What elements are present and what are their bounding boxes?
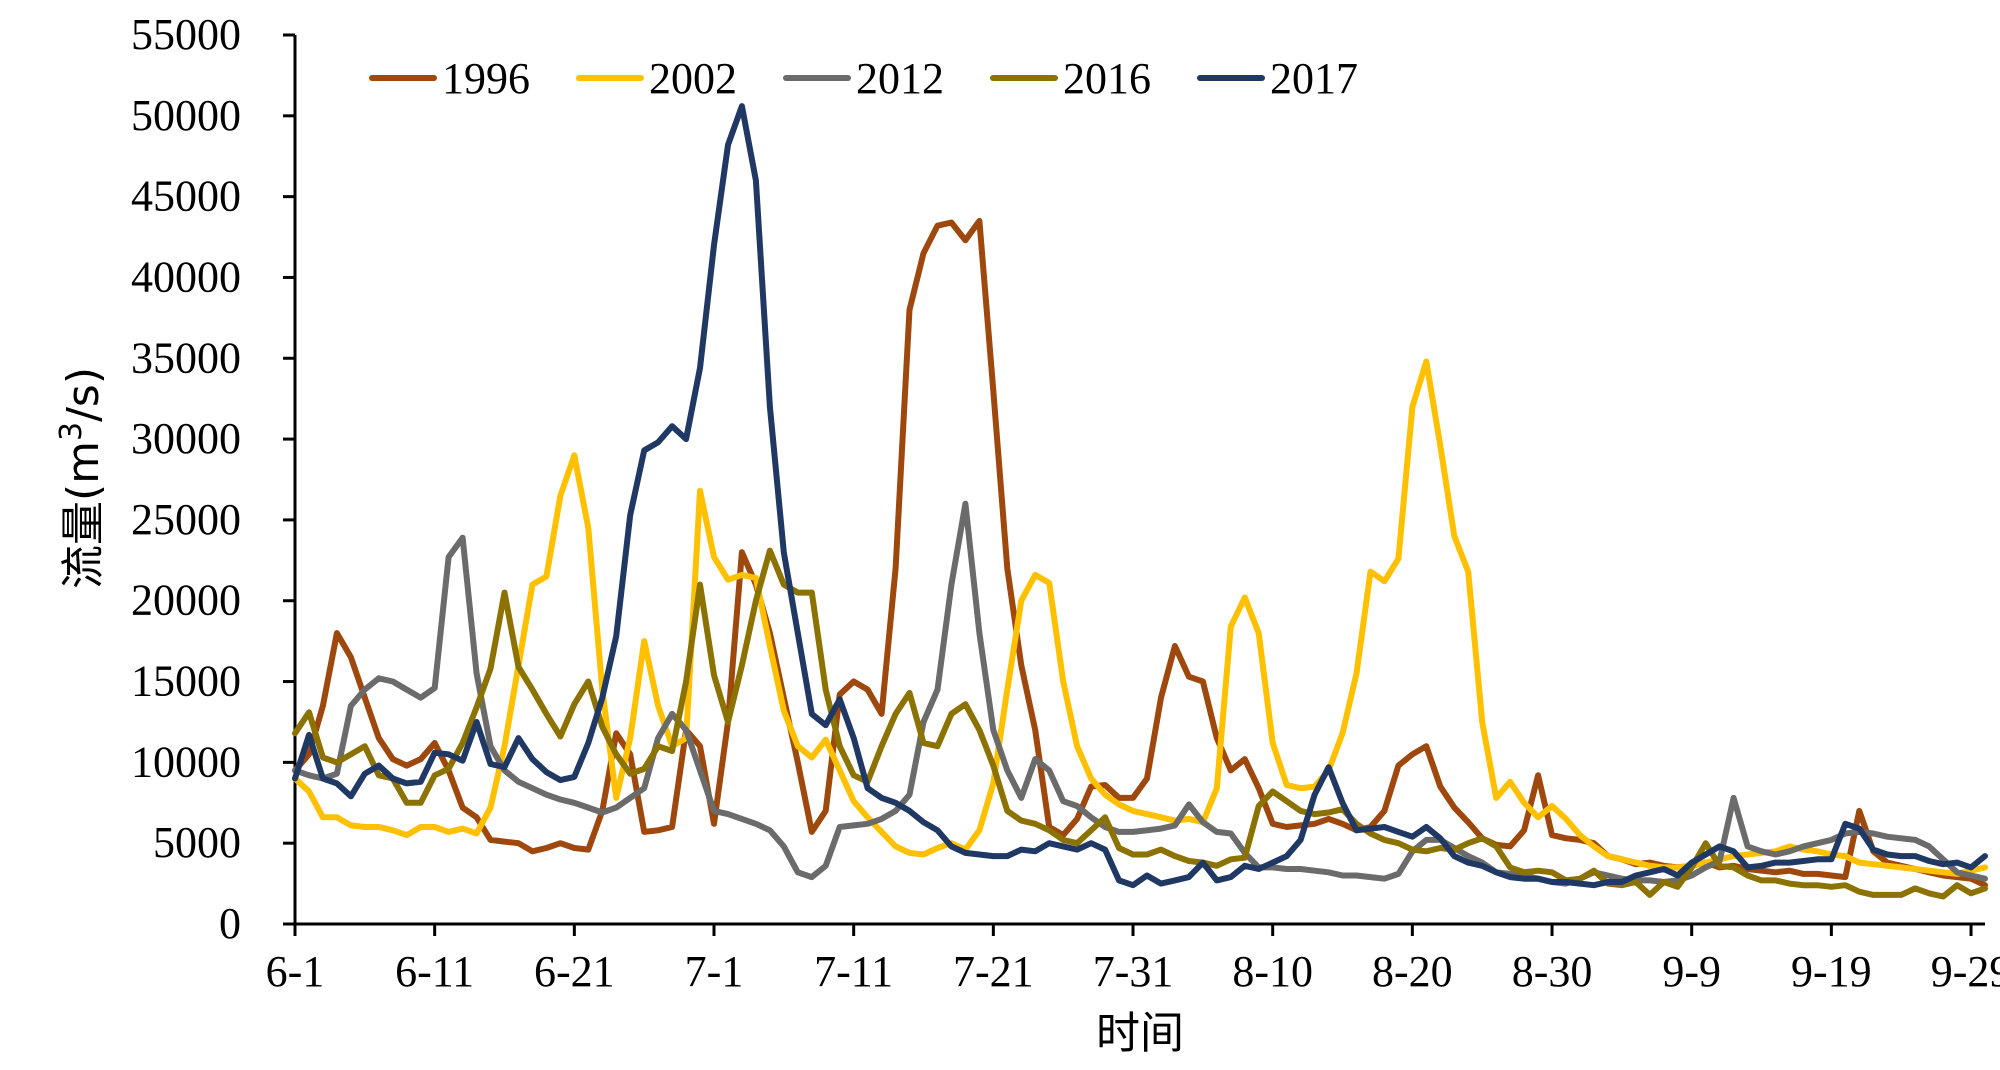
x-tick-label: 8-20 (1372, 947, 1453, 996)
y-axis-title-suffix: /s) (58, 367, 109, 422)
x-tick-label: 7-1 (685, 947, 744, 996)
x-tick-label: 9-19 (1791, 947, 1872, 996)
y-tick-label: 45000 (131, 172, 241, 221)
x-tick-label: 8-10 (1232, 947, 1313, 996)
y-tick-label: 20000 (131, 576, 241, 625)
y-tick-label: 40000 (131, 252, 241, 301)
y-tick-label: 0 (219, 899, 241, 948)
y-tick-label: 25000 (131, 495, 241, 544)
x-tick-label: 9-9 (1662, 947, 1721, 996)
x-tick-label: 7-31 (1093, 947, 1174, 996)
y-tick-label: 5000 (153, 818, 241, 867)
y-axis-title-prefix: 流量(m (58, 441, 109, 589)
y-tick-label: 10000 (131, 737, 241, 786)
x-tick-label: 9-29 (1931, 947, 2000, 996)
series-line-2016 (292, 547, 1988, 900)
y-tick-label: 55000 (131, 10, 241, 59)
x-tick-label: 6-11 (395, 947, 474, 996)
x-tick-label: 7-11 (814, 947, 893, 996)
legend-label-1996: 1996 (442, 54, 530, 103)
x-tick-label: 6-21 (534, 947, 615, 996)
series-layer (292, 103, 1988, 900)
y-axis-title: 流量(m3/s) (54, 367, 110, 589)
x-axis: 6-1 6-11 6-21 7-1 7-11 7-21 7-31 8-10 8-20 8-30 9-… (266, 922, 2000, 996)
series-line-2012 (292, 500, 1988, 887)
y-axis-title-sup: 3 (54, 422, 89, 441)
legend-label-2002: 2002 (649, 54, 737, 103)
x-tick-label: 8-30 (1512, 947, 1593, 996)
x-tick-label: 6-1 (266, 947, 325, 996)
series-line-2002 (292, 358, 1988, 877)
legend: 1996 2002 2012 2016 2017 (369, 54, 1358, 103)
y-tick-label: 50000 (131, 91, 241, 140)
y-axis: 0 5000 10000 15000 20000 25000 30000 35000 40000… (131, 10, 297, 948)
x-axis-title: 时间 (1096, 1008, 1184, 1059)
legend-label-2017: 2017 (1270, 54, 1358, 103)
series-line-2017 (292, 103, 1988, 889)
y-tick-label: 15000 (131, 657, 241, 706)
legend-label-2016: 2016 (1063, 54, 1151, 103)
y-tick-label: 35000 (131, 333, 241, 382)
x-tick-label: 7-21 (953, 947, 1034, 996)
y-tick-label: 30000 (131, 414, 241, 463)
legend-label-2012: 2012 (856, 54, 944, 103)
